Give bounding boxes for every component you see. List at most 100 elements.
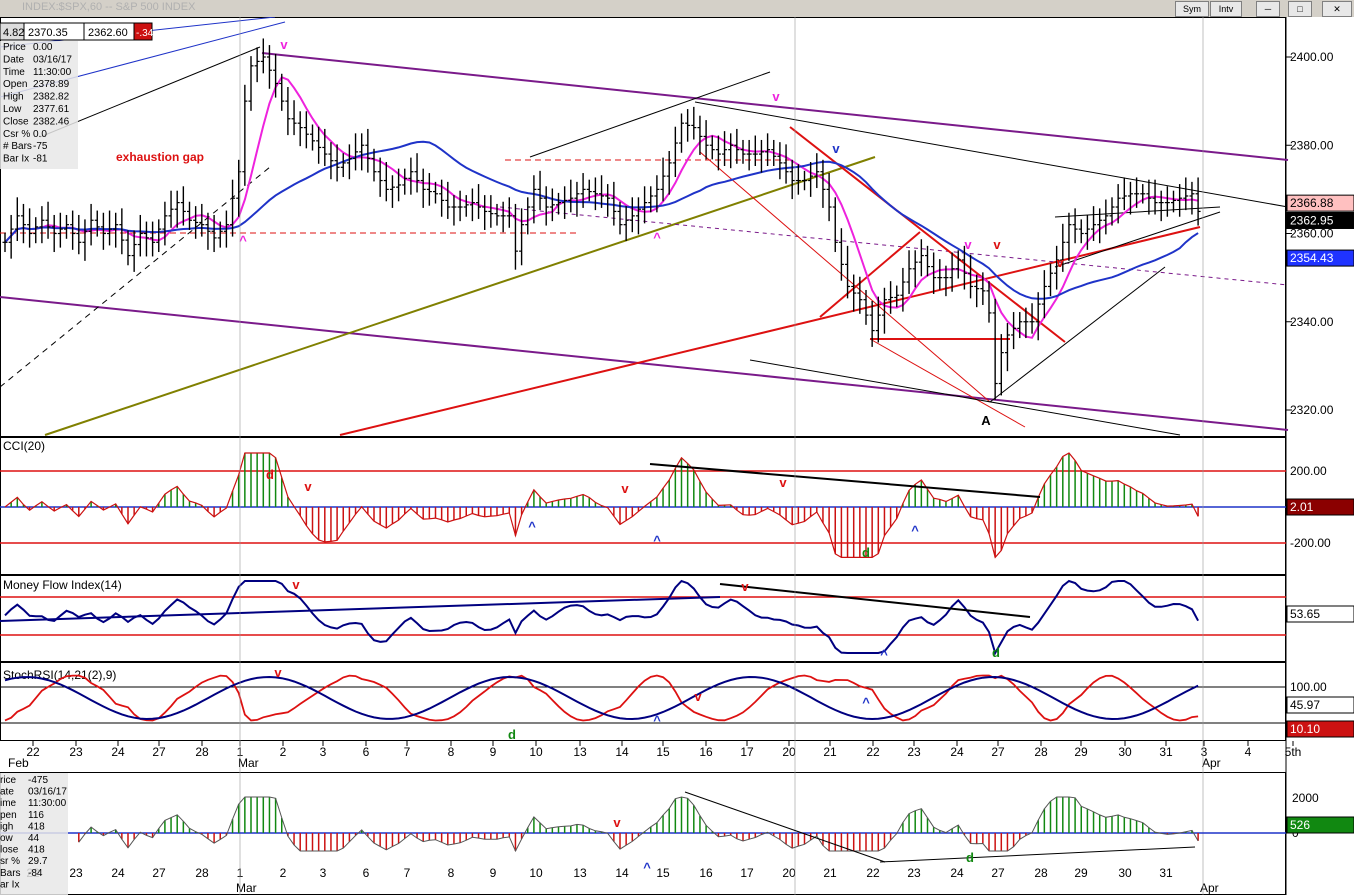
cci-title: CCI(20) bbox=[3, 439, 45, 453]
date-tick-label: 9 bbox=[490, 745, 497, 759]
mfi-value: 53.65 bbox=[1290, 607, 1320, 621]
bottom-data-window-label: igh bbox=[0, 821, 13, 832]
bottom-date-tick-label: 9 bbox=[490, 866, 497, 880]
bottom-data-window-label: sr % bbox=[0, 856, 20, 867]
red-wedge-line bbox=[699, 151, 991, 403]
data-window-value: 0.00 bbox=[33, 42, 53, 53]
price-panel-text: v v v v v v ^ ^ A bbox=[239, 37, 1064, 428]
month-label: Feb bbox=[8, 756, 29, 770]
date-tick-label: 2 bbox=[280, 745, 287, 759]
data-window: Price 0.00 Date 03/16/17 Time 11:30:00 Open 237… bbox=[0, 41, 78, 169]
header-cell-d: -.34 bbox=[136, 28, 154, 39]
cci-mark: d bbox=[266, 467, 274, 482]
stochrsi-mark: d bbox=[508, 727, 516, 742]
bottom-data-window-label: ar Ix bbox=[0, 879, 19, 890]
cci-line bbox=[4, 452, 1199, 559]
price-mark: v bbox=[832, 141, 840, 156]
window-title: INDEX:$SPX,60 -- S&P 500 INDEX bbox=[22, 1, 196, 13]
bottom-month-label: Mar bbox=[236, 881, 257, 895]
date-tick-label: 31 bbox=[1159, 745, 1173, 759]
data-window-value: 11:30:00 bbox=[33, 67, 72, 78]
bottom-date-tick-label: 2 bbox=[280, 866, 287, 880]
data-window-label: Bar Ix bbox=[3, 154, 29, 165]
date-tick-label: 30 bbox=[1118, 745, 1132, 759]
data-window-label: Date bbox=[3, 54, 25, 65]
restore-icon[interactable]: □ bbox=[1288, 1, 1312, 17]
bottom-date-tick-label: 16 bbox=[699, 866, 713, 880]
data-window-value: 2382.82 bbox=[33, 92, 70, 103]
mfi-mark: v bbox=[741, 579, 749, 594]
bottom-trend-line bbox=[684, 791, 886, 863]
stochrsi-mark: v bbox=[694, 689, 702, 704]
date-tick-label: 7 bbox=[404, 745, 411, 759]
date-tick-label: 24 bbox=[950, 745, 964, 759]
bottom-mark: v bbox=[613, 815, 621, 830]
upper-channel-line bbox=[261, 52, 1289, 161]
mfi-title: Money Flow Index(14) bbox=[3, 578, 122, 592]
bottom-date-tick-label: 7 bbox=[404, 866, 411, 880]
date-tick-label: 21 bbox=[823, 745, 837, 759]
date-tick-label: 23 bbox=[907, 745, 921, 759]
symbol-button[interactable]: Sym bbox=[1175, 1, 1209, 17]
date-tick-label: 3 bbox=[320, 745, 327, 759]
bottom-date-tick-label: 20 bbox=[782, 866, 796, 880]
black-trend-line bbox=[749, 359, 1181, 436]
bottom-date-tick-label: 21 bbox=[823, 866, 837, 880]
bottom-date-tick-label: 31 bbox=[1159, 866, 1173, 880]
bottom-panel: v ^ d bbox=[0, 791, 1286, 875]
bottom-date-tick-label: 8 bbox=[448, 866, 455, 880]
data-window-value: 0.0 bbox=[33, 129, 47, 140]
red-wedge-line bbox=[869, 338, 1026, 428]
price-ma-value: 2354.43 bbox=[1290, 251, 1334, 265]
price-current-value-bg bbox=[1286, 194, 1354, 212]
bottom-line bbox=[78, 796, 1199, 853]
bottom-date-tick-label: 13 bbox=[573, 866, 587, 880]
date-tick-label: 24 bbox=[111, 745, 125, 759]
bottom-month-label: Apr bbox=[1200, 881, 1219, 895]
bottom-data-window-bg bbox=[0, 773, 68, 895]
date-tick-label: 23 bbox=[69, 745, 83, 759]
price-mark: v bbox=[964, 237, 972, 252]
date-axis: 2222232324242727282811223366778899101013… bbox=[8, 17, 1301, 895]
date-tick-label: 29 bbox=[1074, 745, 1088, 759]
date-tick-label: 8 bbox=[448, 745, 455, 759]
mfi-mark: v bbox=[292, 577, 300, 592]
stochrsi-mark: ^ bbox=[653, 713, 661, 728]
data-window-label: Time bbox=[3, 67, 25, 78]
header-cell-a: 4.82 bbox=[3, 27, 24, 39]
bottom-date-tick-label: 24 bbox=[950, 866, 964, 880]
interval-button[interactable]: Intv bbox=[1210, 1, 1242, 17]
mfi-mark: ^ bbox=[880, 647, 888, 662]
data-window-label: Close bbox=[3, 116, 29, 127]
date-tick-label: 16 bbox=[699, 745, 713, 759]
bottom-data-window-value: 11:30:00 bbox=[28, 798, 67, 809]
bottom-date-tick-label: 27 bbox=[991, 866, 1005, 880]
bottom-data-window-label: ime bbox=[0, 798, 17, 809]
stochrsi-axis-label: 100.00 bbox=[1290, 680, 1327, 694]
cci-mark: ^ bbox=[653, 533, 661, 548]
exhaustion-gap-label: exhaustion gap bbox=[116, 150, 204, 164]
date-tick-label: 13 bbox=[573, 745, 587, 759]
date-tick-label: 20 bbox=[782, 745, 796, 759]
data-window-value: 2377.61 bbox=[33, 104, 70, 115]
minimize-icon[interactable]: ─ bbox=[1256, 1, 1280, 17]
cci-value-bg bbox=[1286, 498, 1354, 516]
bottom-date-tick-label: 15 bbox=[656, 866, 670, 880]
lower-channel-line bbox=[0, 296, 1289, 431]
bottom-date-tick-label: 30 bbox=[1118, 866, 1132, 880]
stochrsi-panel: StochRSI(14,21(2),9) v v ^ ^ d bbox=[0, 665, 1286, 742]
bottom-trend-line bbox=[879, 846, 1196, 863]
red-wedge-line bbox=[819, 231, 921, 318]
date-tick-label: 17 bbox=[740, 745, 754, 759]
bottom-data-window-label: ate bbox=[0, 787, 14, 798]
date-tick-label: 3 bbox=[1201, 745, 1208, 759]
cci-mark: v bbox=[621, 481, 629, 496]
black-trend-line bbox=[1054, 211, 1221, 268]
price-axis-label: 2320.00 bbox=[1290, 403, 1334, 417]
data-window-value: 03/16/17 bbox=[33, 54, 72, 65]
data-window-value: 2382.46 bbox=[33, 116, 70, 127]
close-icon[interactable]: ✕ bbox=[1322, 1, 1352, 17]
bottom-date-tick-label: 24 bbox=[111, 866, 125, 880]
cci-axis-label: 200.00 bbox=[1290, 464, 1327, 478]
bottom-value: 526 bbox=[1290, 818, 1310, 832]
